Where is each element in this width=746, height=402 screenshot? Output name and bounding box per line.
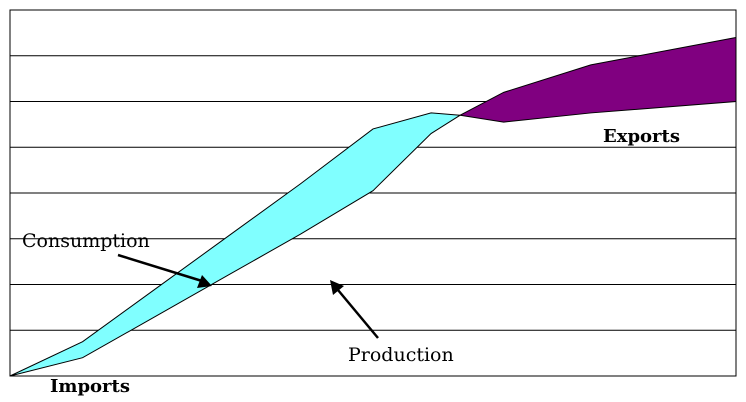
production-arrowhead (330, 280, 344, 295)
area-regions (9, 36, 737, 377)
exports-region-label: Exports (603, 126, 680, 147)
consumption-arrowhead (197, 275, 212, 288)
production-annotation-label: Production (348, 344, 454, 366)
consumption-annotation-label: Consumption (22, 230, 150, 252)
exports-area (458, 36, 737, 123)
consumption-arrow-line (117, 253, 203, 283)
production-annotation: Production (330, 280, 454, 366)
production-arrow-line (337, 289, 379, 339)
imports-region-label: Imports (50, 376, 130, 397)
consumption-annotation: Consumption (22, 230, 212, 288)
